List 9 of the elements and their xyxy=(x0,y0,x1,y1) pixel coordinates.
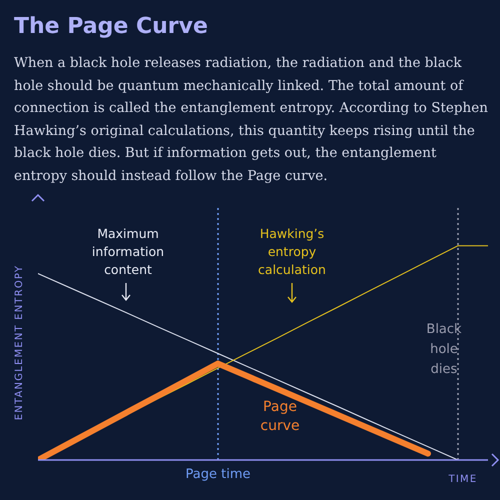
annotation: Black hole dies xyxy=(426,322,462,377)
text: Page time xyxy=(186,467,250,482)
chart-title: The Page Curve xyxy=(14,14,208,39)
chart-subtitle: When a black hole releases radiation, the radiation and the black hole should be quantum mechanically linked. The total amount of connection is called the entanglement entropy. According to Stephen Hawking’s original calculations, this quantity keeps rising until the black hole dies. But if information gets out, the entanglement entropy should instead follow the Page curve. xyxy=(14,54,488,186)
text: Hawking’s entropy calculation xyxy=(257,225,327,279)
x-axis-title: TIME xyxy=(448,474,478,485)
y-axis-title: ENTANGLEMENT ENTROPY xyxy=(14,264,25,420)
series-label: Maximum information content xyxy=(90,225,166,279)
series-label: Page curve xyxy=(259,398,301,436)
